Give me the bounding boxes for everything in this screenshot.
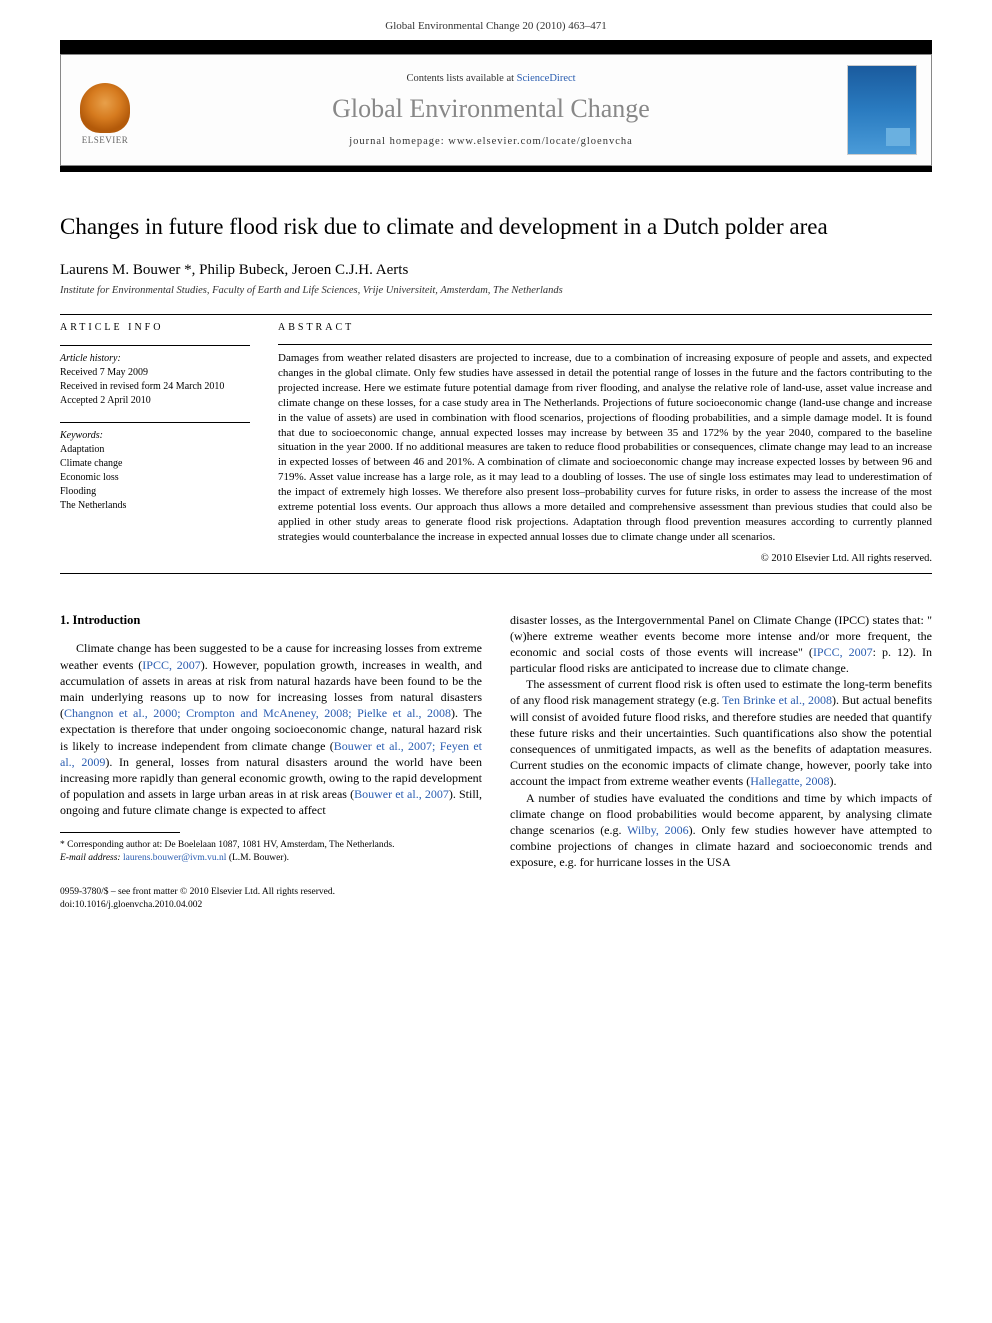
sciencedirect-link[interactable]: ScienceDirect (517, 73, 576, 84)
journal-header-box: ELSEVIER Contents lists available at Sci… (60, 54, 932, 166)
divider (278, 344, 932, 345)
history-label: Article history: (60, 352, 250, 366)
history-item: Accepted 2 April 2010 (60, 394, 250, 408)
body-text: ). But actual benefits will consist of a… (510, 693, 932, 788)
elsevier-logo: ELSEVIER (75, 75, 135, 145)
article-info-head: ARTICLE INFO (60, 321, 250, 335)
homepage-url[interactable]: www.elsevier.com/locate/gloenvcha (448, 136, 633, 147)
article-title: Changes in future flood risk due to clim… (60, 212, 932, 242)
journal-name: Global Environmental Change (149, 94, 833, 124)
article-info-column: ARTICLE INFO Article history: Received 7… (60, 321, 250, 567)
keyword: Economic loss (60, 471, 250, 485)
citation-link[interactable]: Hallegatte, 2008 (750, 774, 829, 788)
header-bar-bottom (60, 166, 932, 172)
history-item: Received in revised form 24 March 2010 (60, 380, 250, 394)
footer-block: 0959-3780/$ – see front matter © 2010 El… (60, 886, 482, 911)
journal-header-center: Contents lists available at ScienceDirec… (149, 73, 833, 147)
contents-prefix: Contents lists available at (406, 73, 516, 84)
divider (60, 345, 250, 346)
header-bar-top (60, 40, 932, 54)
citation-link[interactable]: Wilby, 2006 (627, 823, 689, 837)
info-abstract-row: ARTICLE INFO Article history: Received 7… (60, 321, 932, 567)
body-paragraph: disaster losses, as the Intergovernmenta… (510, 612, 932, 677)
keyword: Climate change (60, 457, 250, 471)
article-history-block: Article history: Received 7 May 2009 Rec… (60, 352, 250, 408)
affiliation: Institute for Environmental Studies, Fac… (60, 285, 932, 296)
journal-homepage-line: journal homepage: www.elsevier.com/locat… (149, 136, 833, 147)
abstract-text: Damages from weather related disasters a… (278, 351, 932, 544)
elsevier-label: ELSEVIER (82, 135, 129, 145)
email-label: E-mail address: (60, 853, 123, 863)
issn-line: 0959-3780/$ – see front matter © 2010 El… (60, 886, 482, 898)
corresponding-author-footnote: * Corresponding author at: De Boelelaan … (60, 839, 482, 851)
email-footnote: E-mail address: laurens.bouwer@ivm.vu.nl… (60, 852, 482, 864)
keyword: Adaptation (60, 443, 250, 457)
citation-link[interactable]: IPCC, 2007 (142, 658, 201, 672)
homepage-prefix: journal homepage: (349, 136, 448, 147)
journal-cover-thumbnail (847, 65, 917, 155)
email-link[interactable]: laurens.bouwer@ivm.vu.nl (123, 853, 226, 863)
keywords-label: Keywords: (60, 429, 250, 443)
footnote-separator (60, 832, 180, 833)
abstract-head: ABSTRACT (278, 321, 932, 335)
keywords-block: Keywords: Adaptation Climate change Econ… (60, 429, 250, 513)
authors-line: Laurens M. Bouwer *, Philip Bubeck, Jero… (60, 262, 932, 279)
body-text: ). (830, 774, 837, 788)
keyword: Flooding (60, 485, 250, 499)
body-two-column: 1. Introduction Climate change has been … (60, 612, 932, 911)
citation-link[interactable]: Ten Brinke et al., 2008 (722, 693, 832, 707)
section-heading: 1. Introduction (60, 612, 482, 629)
history-item: Received 7 May 2009 (60, 366, 250, 380)
citation-link[interactable]: Changnon et al., 2000; Crompton and McAn… (64, 706, 451, 720)
divider (60, 422, 250, 423)
body-paragraph: The assessment of current flood risk is … (510, 676, 932, 789)
contents-available-line: Contents lists available at ScienceDirec… (149, 73, 833, 84)
abstract-copyright: © 2010 Elsevier Ltd. All rights reserved… (278, 552, 932, 566)
citation-link[interactable]: Bouwer et al., 2007 (354, 787, 449, 801)
body-paragraph: Climate change has been suggested to be … (60, 640, 482, 818)
elsevier-tree-icon (80, 83, 130, 133)
running-header: Global Environmental Change 20 (2010) 46… (60, 20, 932, 32)
abstract-column: ABSTRACT Damages from weather related di… (278, 321, 932, 567)
divider (60, 573, 932, 574)
body-paragraph: A number of studies have evaluated the c… (510, 790, 932, 871)
email-suffix: (L.M. Bouwer). (226, 853, 289, 863)
citation-link[interactable]: IPCC, 2007 (813, 645, 873, 659)
divider (60, 314, 932, 315)
doi-line: doi:10.1016/j.gloenvcha.2010.04.002 (60, 899, 482, 911)
keyword: The Netherlands (60, 499, 250, 513)
